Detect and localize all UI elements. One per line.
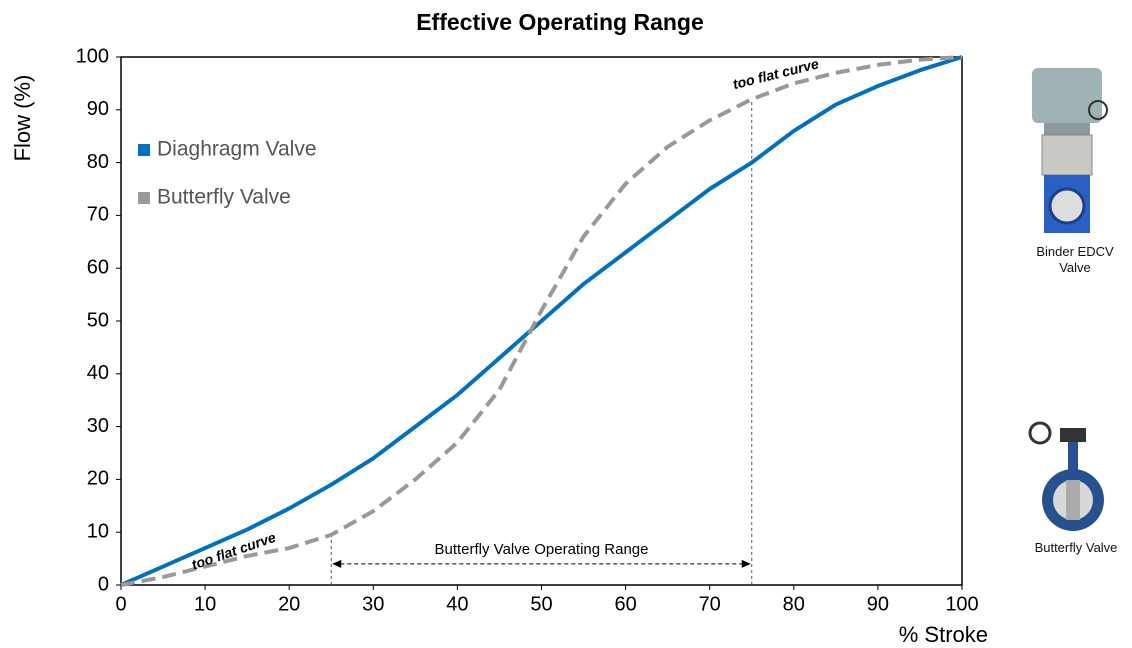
butterfly-valve-icon bbox=[1030, 423, 1104, 531]
y-tick-label: 20 bbox=[87, 468, 109, 490]
y-tick-label: 100 bbox=[76, 45, 109, 67]
x-tick-label: 70 bbox=[699, 593, 721, 615]
y-tick-label: 40 bbox=[87, 362, 109, 384]
legend-swatch bbox=[138, 144, 150, 156]
y-tick-label: 50 bbox=[87, 309, 109, 331]
x-tick-label: 90 bbox=[867, 593, 889, 615]
x-tick-label: 60 bbox=[614, 593, 636, 615]
page: Effective Operating Range % Stroke Flow … bbox=[0, 0, 1132, 648]
x-tick-label: 0 bbox=[115, 593, 126, 615]
x-tick-label: 80 bbox=[783, 593, 805, 615]
range-label: Butterfly Valve Operating Range bbox=[434, 541, 648, 558]
legend-label: Diaghragm Valve bbox=[157, 138, 317, 161]
x-tick-label: 40 bbox=[446, 593, 468, 615]
side-label: Binder EDCV Valve bbox=[1020, 244, 1130, 276]
y-tick-label: 70 bbox=[87, 204, 109, 226]
x-tick-label: 50 bbox=[530, 593, 552, 615]
side-label: Butterfly Valve bbox=[1020, 540, 1132, 556]
chart: Effective Operating Range % Stroke Flow … bbox=[0, 0, 1132, 648]
x-tick-label: 30 bbox=[362, 593, 384, 615]
y-axis-label: Flow (%) bbox=[10, 75, 35, 162]
legend-label: Butterfly Valve bbox=[157, 186, 291, 209]
series-line bbox=[121, 57, 962, 585]
legend-swatch bbox=[138, 192, 150, 204]
edcv-valve-icon bbox=[1032, 68, 1107, 233]
y-tick-label: 0 bbox=[98, 573, 109, 595]
x-tick-label: 100 bbox=[945, 593, 978, 615]
x-tick-label: 10 bbox=[194, 593, 216, 615]
chart-title: Effective Operating Range bbox=[416, 9, 704, 35]
y-tick-label: 10 bbox=[87, 520, 109, 542]
y-tick-label: 30 bbox=[87, 415, 109, 437]
x-tick-label: 20 bbox=[278, 593, 300, 615]
y-tick-label: 90 bbox=[87, 98, 109, 120]
x-axis-label: % Stroke bbox=[899, 622, 988, 647]
y-tick-label: 60 bbox=[87, 256, 109, 278]
annotation: too flat curve bbox=[731, 55, 820, 92]
y-tick-label: 80 bbox=[87, 151, 109, 173]
arrow-head bbox=[332, 560, 751, 568]
